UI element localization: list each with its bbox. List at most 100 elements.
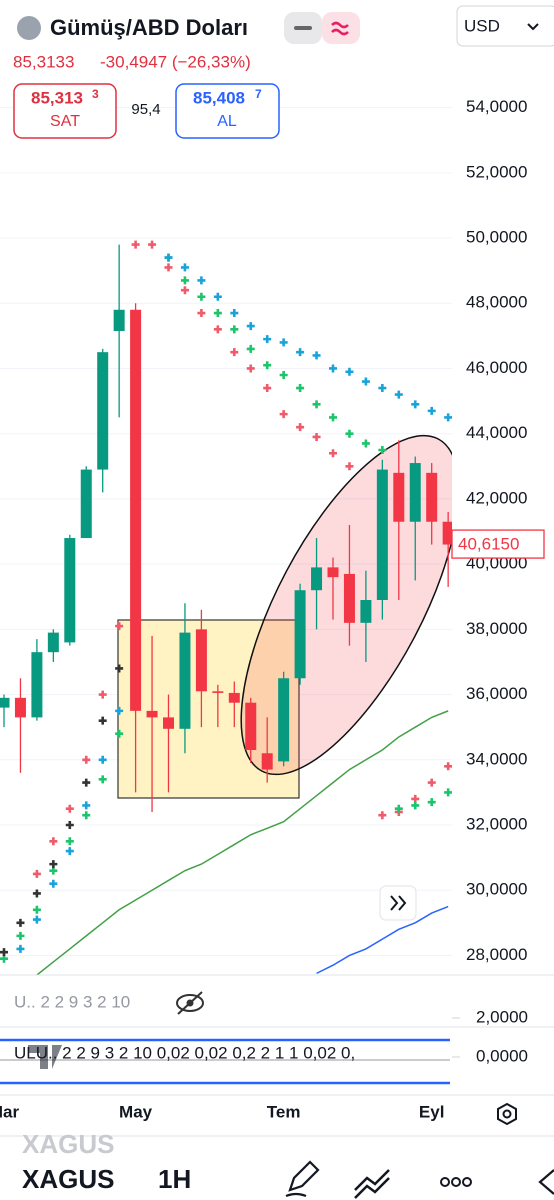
candle-body bbox=[130, 309, 142, 711]
candle-body bbox=[14, 697, 26, 718]
chevrons bbox=[390, 895, 407, 911]
candle-body bbox=[97, 352, 109, 470]
indicator-marker bbox=[329, 449, 337, 458]
lower-legend: ULU.. 2 2 9 3 2 10 0,02 0,02 0,2 2 1 1 0… bbox=[14, 1043, 355, 1062]
indicator-marker bbox=[296, 384, 305, 393]
indicator-marker bbox=[378, 384, 387, 393]
indicator-marker bbox=[115, 664, 124, 673]
settings-icon-center bbox=[502, 1109, 512, 1119]
lower-y-tick-label: 2,0000 bbox=[476, 1007, 528, 1026]
last-price: 85,3133 bbox=[13, 52, 74, 71]
indicator-marker bbox=[16, 944, 25, 953]
buy-price-sup: 7 bbox=[255, 87, 262, 101]
indicator-legend: U.. 2 2 9 3 2 10 bbox=[14, 992, 130, 1011]
buy-button[interactable] bbox=[175, 83, 280, 139]
indicator-marker bbox=[82, 811, 91, 820]
indicator-marker bbox=[65, 837, 74, 846]
candle-body bbox=[47, 632, 59, 653]
hide-icon[interactable] bbox=[176, 991, 204, 1015]
indicator-marker bbox=[164, 253, 173, 262]
toggle-right[interactable] bbox=[322, 12, 360, 44]
indicator-marker bbox=[16, 931, 25, 940]
indicator-marker bbox=[49, 860, 58, 869]
indicator-marker bbox=[115, 622, 124, 631]
indicator-marker bbox=[32, 905, 41, 914]
indicator-marker bbox=[180, 263, 189, 272]
currency: USD bbox=[464, 16, 500, 35]
candle-body bbox=[228, 692, 240, 703]
drawings bbox=[117, 434, 452, 799]
candle-body bbox=[278, 678, 290, 762]
toggle-icon bbox=[331, 21, 349, 36]
indicator-marker bbox=[361, 439, 370, 448]
lower-y-tick-label: 0,0000 bbox=[476, 1046, 528, 1065]
indicator-marker bbox=[197, 276, 206, 285]
indicator-marker bbox=[279, 338, 288, 347]
y-tick-label: 46,0000 bbox=[466, 358, 527, 377]
candle-body bbox=[212, 691, 224, 693]
indicator-marker bbox=[65, 821, 74, 829]
indicator-marker bbox=[213, 325, 222, 334]
y-tick-label: 36,0000 bbox=[466, 684, 527, 703]
indicator-marker bbox=[427, 406, 436, 415]
candle-body bbox=[179, 632, 191, 729]
interval[interactable]: 1H bbox=[158, 1164, 191, 1194]
sell-price: 85,313 bbox=[31, 88, 83, 107]
indicator-marker bbox=[361, 377, 370, 386]
settings-icon[interactable] bbox=[497, 1102, 517, 1126]
indicator-marker bbox=[263, 384, 272, 393]
last-price-label: 40,6150 bbox=[458, 535, 519, 554]
indicator-marker bbox=[213, 292, 222, 301]
indicator-marker bbox=[49, 837, 58, 846]
indicator-marker bbox=[82, 755, 91, 764]
more-menu[interactable] bbox=[440, 1177, 472, 1187]
x-tick-label: Tem bbox=[267, 1102, 301, 1121]
indicator-marker bbox=[378, 446, 387, 454]
indicator-marker bbox=[444, 788, 452, 797]
indicator-marker bbox=[427, 778, 436, 787]
indicator-marker bbox=[329, 413, 337, 422]
indicator-marker bbox=[131, 240, 140, 249]
indicator-marker bbox=[279, 371, 288, 379]
indicator-marker bbox=[246, 364, 255, 373]
indicator-marker bbox=[345, 462, 354, 471]
candle-body bbox=[0, 697, 10, 708]
y-tick-label: 28,0000 bbox=[466, 945, 527, 964]
back-arrow[interactable] bbox=[538, 1169, 554, 1195]
indicator-marker bbox=[411, 801, 420, 810]
buy-price: 85,408 bbox=[193, 88, 245, 107]
buy-label: AL bbox=[217, 113, 237, 130]
indicator-marker bbox=[329, 364, 337, 373]
indicators-tool[interactable] bbox=[354, 1169, 390, 1199]
y-tick-label: 48,0000 bbox=[466, 293, 527, 312]
indicator-marker bbox=[213, 309, 222, 318]
indicator-marker bbox=[411, 400, 420, 409]
y-tick-label: 38,0000 bbox=[466, 619, 527, 638]
sell-price-sup: 3 bbox=[92, 87, 99, 101]
candle-body bbox=[64, 538, 76, 643]
candle-body bbox=[426, 472, 438, 522]
candle-body bbox=[80, 469, 92, 539]
candle-body bbox=[311, 567, 323, 591]
indicator-marker bbox=[296, 423, 305, 432]
indicator-marker bbox=[49, 879, 58, 888]
indicator-marker bbox=[82, 778, 91, 787]
indicator-marker bbox=[263, 361, 272, 370]
symbol[interactable]: XAGUS bbox=[22, 1164, 114, 1194]
candle-body bbox=[360, 600, 372, 623]
plot bbox=[0, 240, 452, 975]
currency-select[interactable] bbox=[456, 5, 554, 47]
candle-body bbox=[393, 472, 405, 522]
indicator-marker bbox=[164, 263, 173, 272]
indicator-marker bbox=[32, 915, 41, 924]
candle-body bbox=[146, 710, 158, 718]
y-tick-label: 54,0000 bbox=[466, 97, 527, 116]
x-tick-label: Mar bbox=[0, 1102, 19, 1121]
indicator-marker bbox=[16, 918, 25, 927]
spread: 95,4 bbox=[131, 101, 160, 118]
candle-body bbox=[294, 590, 306, 679]
draw-tool[interactable] bbox=[285, 1160, 320, 1198]
sell-button[interactable] bbox=[13, 83, 117, 139]
